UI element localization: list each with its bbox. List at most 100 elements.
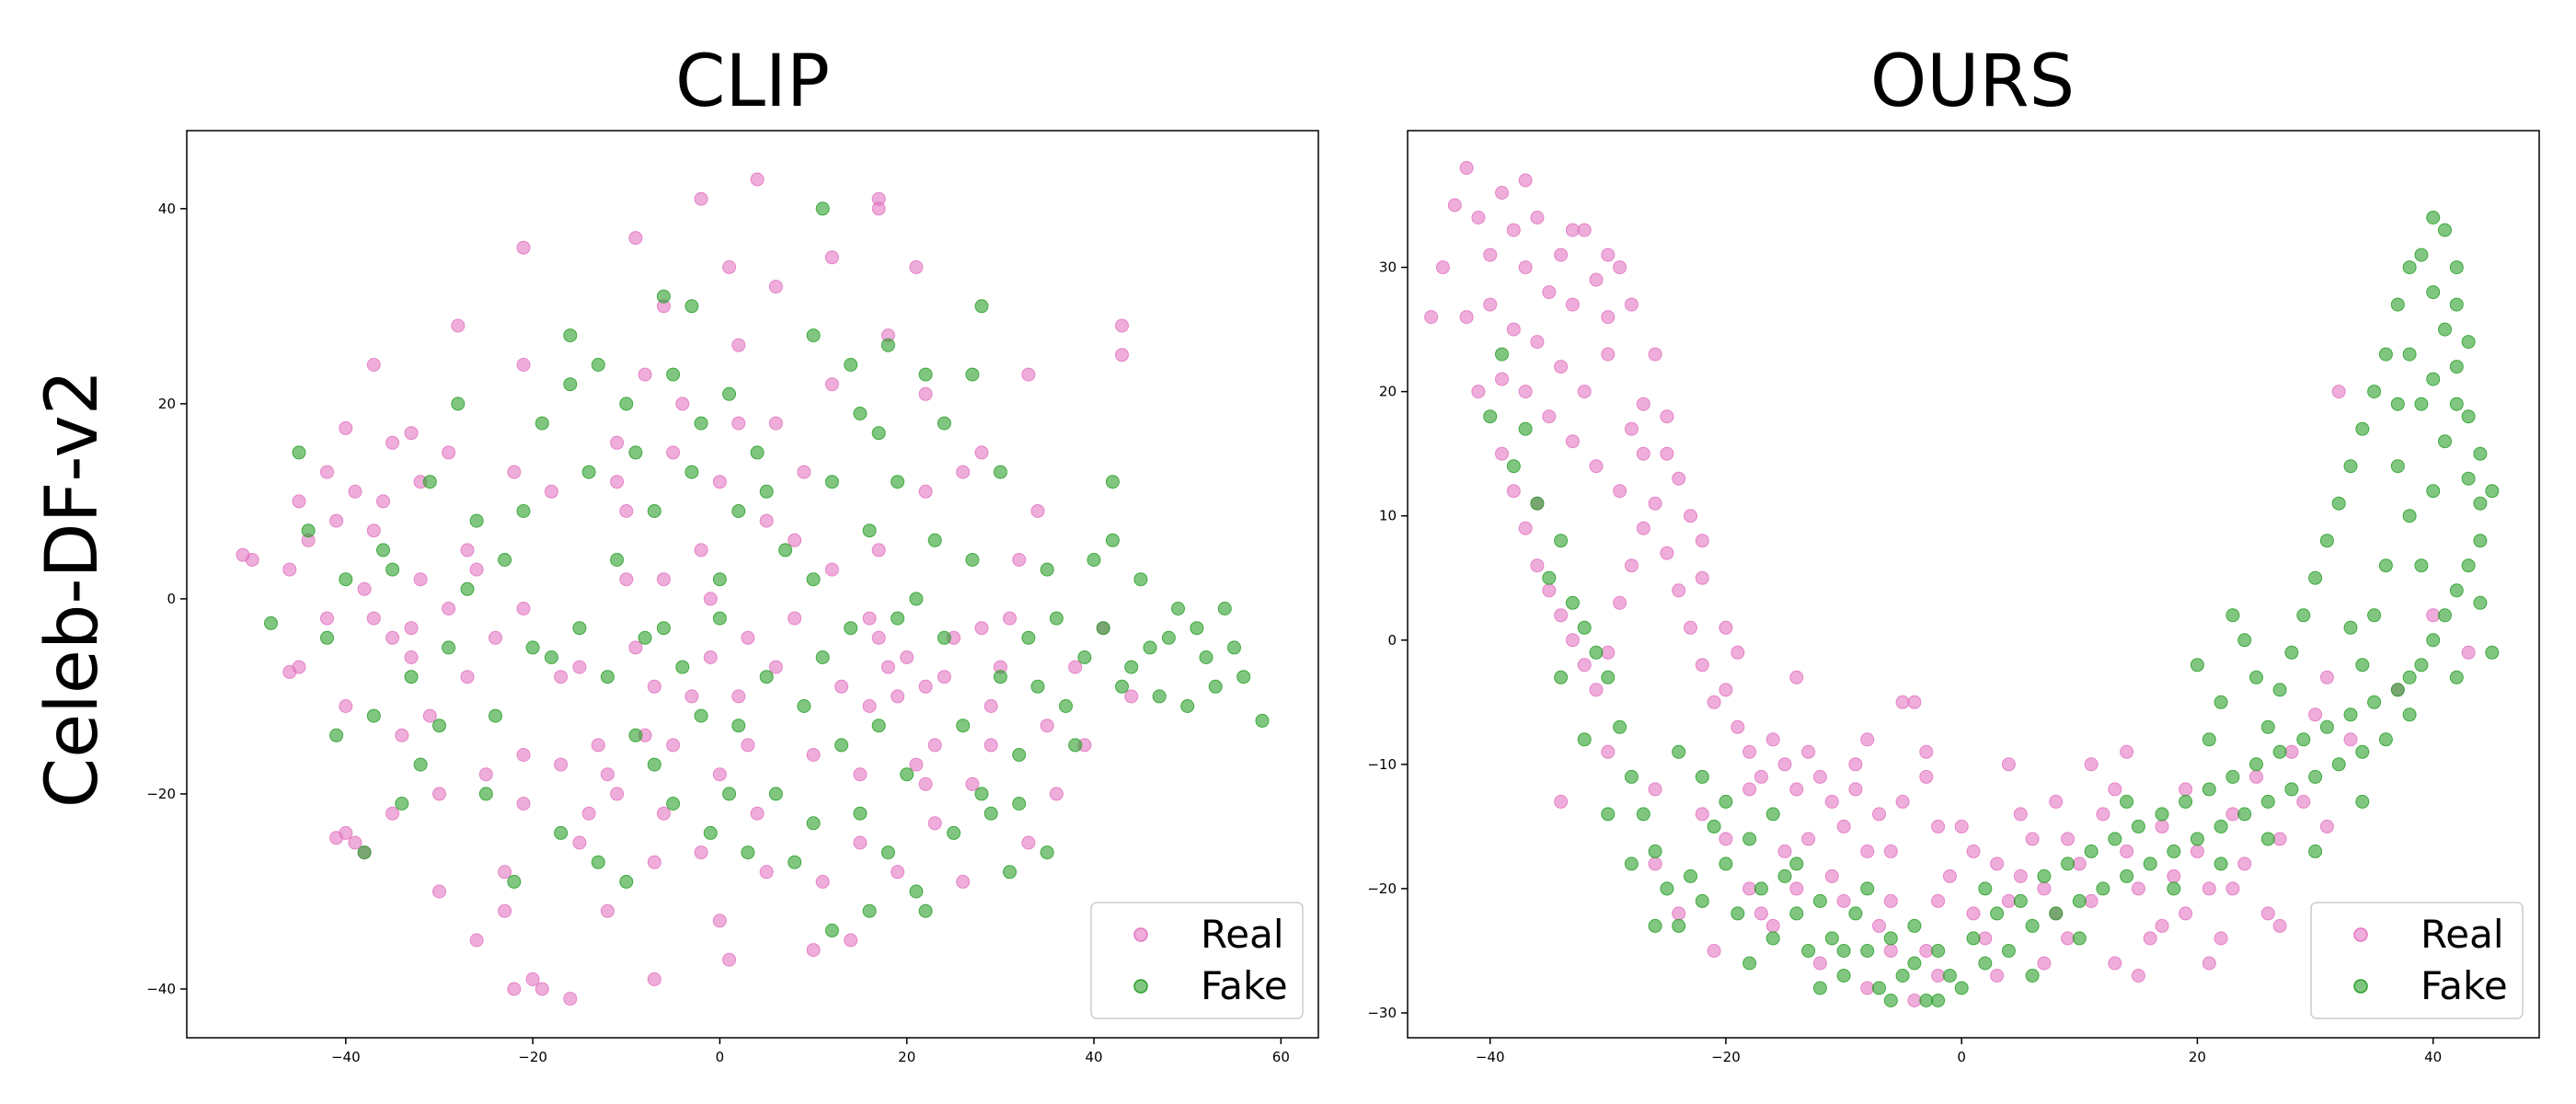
point-real (2001, 893, 2016, 908)
point-fake (2084, 844, 2099, 858)
point-fake (731, 504, 746, 518)
point-real (1424, 310, 1439, 325)
y-tick-label: 40 (158, 201, 176, 217)
point-real (2284, 744, 2299, 759)
point-real (245, 553, 259, 567)
point-fake (1040, 562, 1054, 577)
point-real (339, 699, 353, 713)
point-fake (2037, 868, 2052, 883)
point-fake (2414, 397, 2429, 411)
point-real (1695, 658, 1709, 673)
legend: Real Fake (1090, 902, 1304, 1019)
point-real (1589, 459, 1604, 474)
point-real (385, 435, 400, 450)
point-fake (2260, 832, 2275, 846)
point-fake (2025, 969, 2040, 983)
point-real (1883, 844, 1898, 858)
point-real (1624, 297, 1639, 312)
point-real (339, 420, 353, 435)
point-fake (2343, 707, 2358, 722)
point-fake (2202, 732, 2216, 747)
point-fake (1255, 713, 1270, 728)
point-fake (993, 670, 1007, 684)
ours-panel: OURS −40 −20 0 20 40 −30 −20 −10 0 10 20 30 Real Fa… (1367, 40, 2540, 1065)
point-fake (2461, 335, 2476, 350)
point-real (656, 572, 671, 587)
point-fake (1742, 956, 1757, 971)
point-real (1518, 260, 1533, 275)
point-fake (2155, 807, 2169, 822)
point-real (712, 767, 727, 782)
point-real (797, 465, 811, 479)
point-real (1684, 509, 1697, 523)
point-fake (2473, 595, 2488, 610)
point-fake (1719, 857, 1733, 871)
point-fake (1208, 679, 1223, 694)
point-fake (1812, 981, 1827, 995)
point-fake (965, 367, 980, 382)
point-fake (376, 543, 390, 558)
point-fake (2355, 794, 2370, 809)
chart-title: CLIP (675, 40, 830, 123)
point-fake (554, 825, 569, 840)
point-real (610, 475, 625, 489)
point-fake (638, 630, 652, 645)
point-real (366, 358, 381, 372)
point-real (2190, 844, 2204, 858)
point-real (1719, 683, 1733, 697)
point-fake (722, 386, 737, 401)
y-tick-label: −40 (146, 981, 176, 997)
point-real (1495, 446, 1509, 461)
point-fake (628, 728, 643, 742)
legend-label-real: Real (1201, 912, 1284, 957)
point-real (1624, 558, 1639, 573)
point-real (703, 592, 718, 606)
y-tick-label: 0 (1387, 632, 1397, 649)
point-real (1907, 695, 1922, 709)
legend-marker-fake (2353, 979, 2368, 994)
point-real (2260, 906, 2275, 921)
point-fake (2308, 769, 2323, 784)
point-real (684, 689, 699, 704)
row-label: Celeb-DF-v2 (31, 370, 114, 809)
point-fake (1754, 881, 1768, 896)
point-real (834, 679, 849, 694)
point-fake (2284, 782, 2299, 797)
point-fake (2131, 819, 2145, 834)
point-fake (2426, 285, 2441, 300)
point-real (516, 797, 531, 811)
point-fake (1115, 679, 1129, 694)
point-fake (2378, 347, 2393, 362)
point-real (1695, 807, 1709, 822)
point-real (1660, 546, 1674, 560)
point-fake (1180, 699, 1195, 713)
point-real (712, 914, 727, 928)
point-fake (292, 445, 306, 460)
point-fake (1554, 534, 1569, 548)
point-fake (1824, 931, 1839, 946)
point-fake (1577, 620, 1592, 635)
point-fake (489, 708, 502, 723)
point-fake (610, 553, 625, 567)
point-real (759, 865, 774, 880)
point-real (974, 445, 989, 460)
y-tick-label: −20 (1367, 880, 1397, 897)
point-fake (703, 825, 718, 840)
point-real (788, 533, 802, 547)
point-fake (1077, 650, 1092, 664)
point-real (413, 572, 428, 587)
point-real (1872, 918, 1886, 933)
point-real (1789, 670, 1804, 684)
point-fake (844, 358, 858, 372)
point-fake (2179, 794, 2193, 809)
point-real (1672, 906, 1686, 921)
point-real (1765, 918, 1780, 933)
point-real (1801, 832, 1816, 846)
point-fake (891, 475, 905, 489)
point-fake (432, 719, 446, 733)
point-real (1931, 969, 1946, 983)
point-fake (516, 504, 531, 518)
point-fake (965, 553, 980, 567)
point-fake (2167, 844, 2181, 858)
point-fake (1624, 857, 1639, 871)
